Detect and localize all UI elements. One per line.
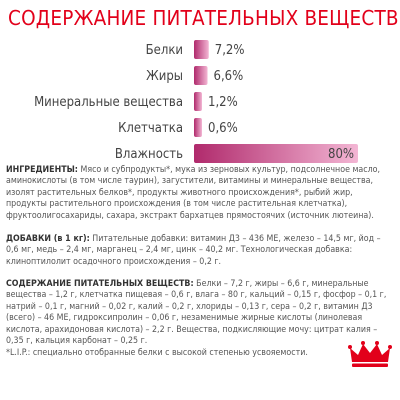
- nutrients-block: СОДЕРЖАНИЕ ПИТАТЕЛЬНЫХ ВЕЩЕСТВ: Белки – …: [6, 279, 394, 347]
- bar-1: [194, 66, 208, 85]
- ingredients-block: ИНГРЕДИЕНТЫ: Мясо и субпродукты*, мука и…: [6, 165, 394, 222]
- value-label-3: 0,6%: [208, 121, 238, 136]
- additives-block: ДОБАВКИ (в 1 кг): Питательные добавки: в…: [6, 234, 394, 268]
- royal-canin-crown-logo: [348, 341, 392, 367]
- nutrients-label: СОДЕРЖАНИЕ ПИТАТЕЛЬНЫХ ВЕЩЕСТВ:: [6, 279, 194, 289]
- category-label-4: Влажность: [115, 147, 183, 162]
- bar-0: [194, 40, 209, 59]
- value-label-4: 80%: [328, 147, 354, 162]
- category-label-3: Клетчатка: [118, 121, 183, 136]
- additives-label: ДОБАВКИ (в 1 кг):: [6, 234, 90, 244]
- ingredients-text: Мясо и субпродукты*, мука из зерновых ку…: [6, 165, 381, 221]
- bar-4: [194, 144, 358, 163]
- footnote: *L.I.P.: специально отобранные белки с в…: [6, 348, 308, 358]
- value-label-0: 7,2%: [215, 43, 245, 58]
- value-label-2: 1,2%: [208, 95, 238, 110]
- category-label-2: Минеральные вещества: [34, 95, 183, 110]
- bar-2: [194, 92, 202, 111]
- bar-3: [194, 118, 202, 137]
- category-label-1: Жиры: [146, 69, 183, 84]
- page-title: СОДЕРЖАНИЕ ПИТАТЕЛЬНЫХ ВЕЩЕСТВ: [8, 6, 399, 30]
- nutrients-text: Белки – 7,2 г, жиры – 6,6 г, минеральные…: [6, 279, 387, 347]
- additives-text: Питательные добавки: витамин Д3 – 436 МЕ…: [6, 234, 381, 267]
- ingredients-label: ИНГРЕДИЕНТЫ:: [6, 165, 78, 175]
- value-label-1: 6,6%: [214, 69, 244, 84]
- nutrient-bar-chart: Белки 7,2% Жиры 6,6% Минеральные вещества 1,2…: [34, 40, 358, 163]
- category-label-0: Белки: [146, 43, 183, 58]
